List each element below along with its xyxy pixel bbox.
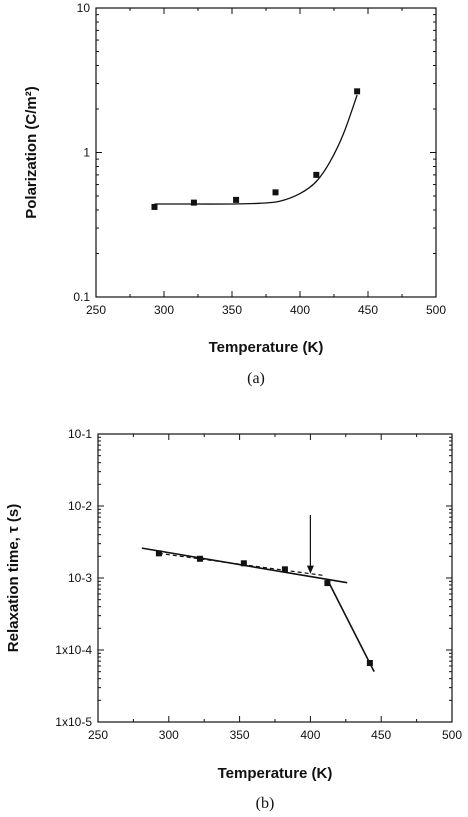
panel-b-caption: (b)	[256, 795, 275, 812]
x-tick-label: 400	[290, 303, 310, 317]
data-point	[151, 203, 158, 210]
panel-a-data-points	[151, 88, 361, 210]
panel-b-ticks	[97, 433, 453, 723]
x-tick-label: 400	[300, 728, 320, 742]
y-tick-label: 1	[83, 146, 90, 160]
x-tick-label: 300	[159, 728, 179, 742]
x-tick-label: 450	[358, 303, 378, 317]
panel-b: 250 300 350 400 450 500 1x10-5 1x10-4 10-3 10-2 10…	[5, 427, 462, 812]
x-tick-label: 250	[86, 303, 106, 317]
data-point	[324, 580, 331, 587]
data-point	[272, 189, 279, 196]
data-point	[240, 560, 247, 567]
y-tick-label: 10-3	[68, 571, 92, 585]
panel-a-fit-curves	[154, 94, 358, 205]
y-tick-label: 10-1	[68, 427, 92, 441]
x-tick-label: 500	[426, 303, 446, 317]
x-tick-label: 450	[371, 728, 391, 742]
x-tick-label: 500	[442, 728, 462, 742]
panel-b-fit-lines	[141, 514, 375, 673]
x-tick-label: 250	[88, 728, 108, 742]
data-point	[190, 199, 197, 206]
panel-a-y-axis-title: Polarization (C/m²)	[23, 86, 40, 219]
x-tick-label: 300	[154, 303, 174, 317]
y-tick-label: 0.1	[73, 290, 90, 304]
data-point	[354, 88, 361, 95]
panel-b-y-axis-title: Relaxation time, τ (s)	[5, 504, 22, 652]
arrow-head	[306, 565, 314, 574]
y-tick-label: 10	[77, 1, 91, 15]
x-tick-label: 350	[230, 728, 250, 742]
panel-a-x-axis-title: Temperature (K)	[209, 339, 324, 356]
panel-b-data-points	[155, 550, 373, 666]
panel-b-tick-labels: 250 300 350 400 450 500 1x10-5 1x10-4 10-3 10-2 10…	[55, 427, 462, 742]
panel-a-ticks	[95, 7, 437, 298]
data-point	[366, 659, 373, 666]
panel-b-plot-frame	[97, 433, 453, 723]
fit-curve	[154, 94, 358, 205]
data-point	[233, 196, 240, 203]
panel-a: 250 300 350 400 450 500 0.1 1 10 Temperature (K)…	[23, 1, 446, 387]
data-point	[196, 555, 203, 562]
x-tick-label: 350	[222, 303, 242, 317]
y-tick-label: 1x10-5	[55, 715, 92, 729]
panel-a-tick-labels: 250 300 350 400 450 500 0.1 1 10	[73, 1, 446, 317]
data-point	[155, 550, 162, 557]
y-tick-label: 10-2	[68, 499, 92, 513]
fit-line	[326, 579, 375, 673]
data-point	[313, 171, 320, 178]
y-tick-label: 1x10-4	[55, 643, 92, 657]
panel-a-caption: (a)	[247, 370, 265, 387]
panel-a-plot-frame	[95, 7, 437, 298]
panel-b-x-axis-title: Temperature (K)	[218, 765, 333, 782]
data-point	[281, 566, 288, 573]
